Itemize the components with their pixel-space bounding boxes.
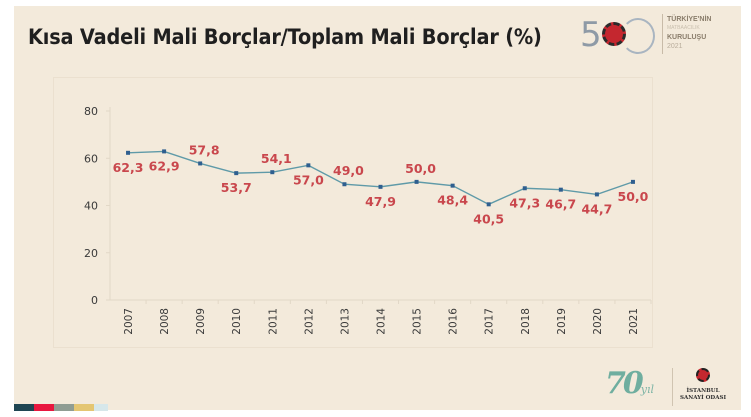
logo-70-year: 70yıl	[605, 366, 654, 401]
ring-icon	[621, 18, 655, 54]
data-point	[342, 182, 347, 187]
data-point	[450, 183, 455, 188]
logo-line2: MATBAACILIK	[667, 25, 700, 31]
iso-logo: İSTANBUL SANAYİ ODASI	[677, 368, 729, 402]
data-label: 57,0	[293, 172, 324, 187]
color-stripe	[74, 404, 94, 411]
data-point	[630, 179, 635, 184]
data-label: 48,4	[437, 193, 468, 208]
chart-data-labels: 62,3 62,9 57,8 53,7 54,157,0 49,0 47,9 50,0 48,4…	[113, 142, 649, 226]
logo-70-number: 70	[605, 366, 644, 401]
data-label: 50,0	[405, 161, 436, 176]
data-point	[234, 171, 239, 176]
data-label: 57,8	[189, 142, 220, 157]
x-tick-label: 2016	[448, 308, 460, 335]
data-point	[522, 186, 527, 191]
data-label: 47,9	[365, 194, 396, 209]
data-label: 50,0	[618, 189, 649, 204]
color-stripe	[14, 404, 34, 411]
data-label: 62,9	[149, 158, 180, 173]
data-point	[198, 161, 203, 166]
data-point	[594, 192, 599, 197]
data-label: 53,7	[221, 180, 252, 195]
y-tick-label: 80	[84, 105, 98, 118]
data-point	[558, 187, 563, 192]
logo-divider-bottom	[672, 368, 673, 406]
data-point	[486, 202, 491, 207]
x-tick-label: 2017	[484, 308, 496, 335]
x-tick-label: 2019	[556, 308, 568, 335]
color-stripe	[94, 404, 108, 411]
logo-line3: KURULUŞU	[667, 34, 707, 41]
data-point	[306, 163, 311, 168]
x-tick-label: 2011	[267, 308, 279, 335]
x-tick-label: 2013	[339, 308, 351, 335]
data-point	[162, 149, 167, 154]
x-tick-label: 2020	[592, 308, 604, 335]
y-tick-label: 20	[84, 247, 98, 260]
logo-500-year: 5	[575, 12, 665, 60]
logo-500-digit: 5	[580, 15, 602, 55]
gear-icon	[696, 368, 710, 382]
x-tick-label: 2010	[231, 308, 243, 335]
x-tick-label: 2014	[376, 308, 388, 335]
iso-name-line2: SANAYİ ODASI	[679, 395, 727, 401]
page-title: Kısa Vadeli Mali Borçlar/Toplam Mali Bor…	[28, 25, 542, 49]
color-stripe	[54, 404, 74, 411]
data-label: 49,0	[333, 163, 364, 178]
logo-line1: TÜRKİYE'NİN	[667, 16, 712, 23]
logo-year: 2021	[667, 43, 683, 50]
data-point	[126, 150, 131, 155]
x-tick-label: 2021	[628, 308, 640, 335]
x-tick-label: 2009	[195, 308, 207, 335]
chart-series	[126, 149, 635, 207]
x-tick-label: 2018	[520, 308, 532, 335]
data-label: 47,3	[509, 195, 540, 210]
chart-panel	[53, 77, 653, 348]
chart-axes: 0 20 40 60 80 2007 2008 2009 2010 2011 2012 2013 201…	[84, 105, 652, 335]
x-tick-label: 2008	[159, 308, 171, 335]
data-label: 46,7	[545, 197, 576, 212]
data-label: 62,3	[113, 160, 144, 175]
logo-70-suffix: yıl	[640, 383, 655, 396]
color-stripes	[14, 404, 108, 411]
color-stripe	[34, 404, 54, 411]
logo-divider	[662, 14, 663, 54]
logo-500-text: TÜRKİYE'NİN MATBAACILIK KURULUŞU 2021	[667, 15, 711, 51]
data-point	[270, 170, 275, 175]
y-tick-label: 60	[84, 152, 98, 165]
x-tick-label: 2007	[123, 308, 135, 335]
x-tick-label: 2012	[303, 308, 315, 335]
data-point	[414, 179, 419, 184]
x-tick-label: 2015	[412, 308, 424, 335]
iso-name-line1: İSTANBUL	[686, 388, 720, 394]
data-label: 40,5	[473, 211, 504, 226]
y-tick-label: 40	[84, 200, 98, 213]
data-point	[378, 184, 383, 189]
data-label: 54,1	[261, 151, 292, 166]
y-tick-label: 0	[91, 294, 98, 307]
data-label: 44,7	[581, 201, 612, 216]
